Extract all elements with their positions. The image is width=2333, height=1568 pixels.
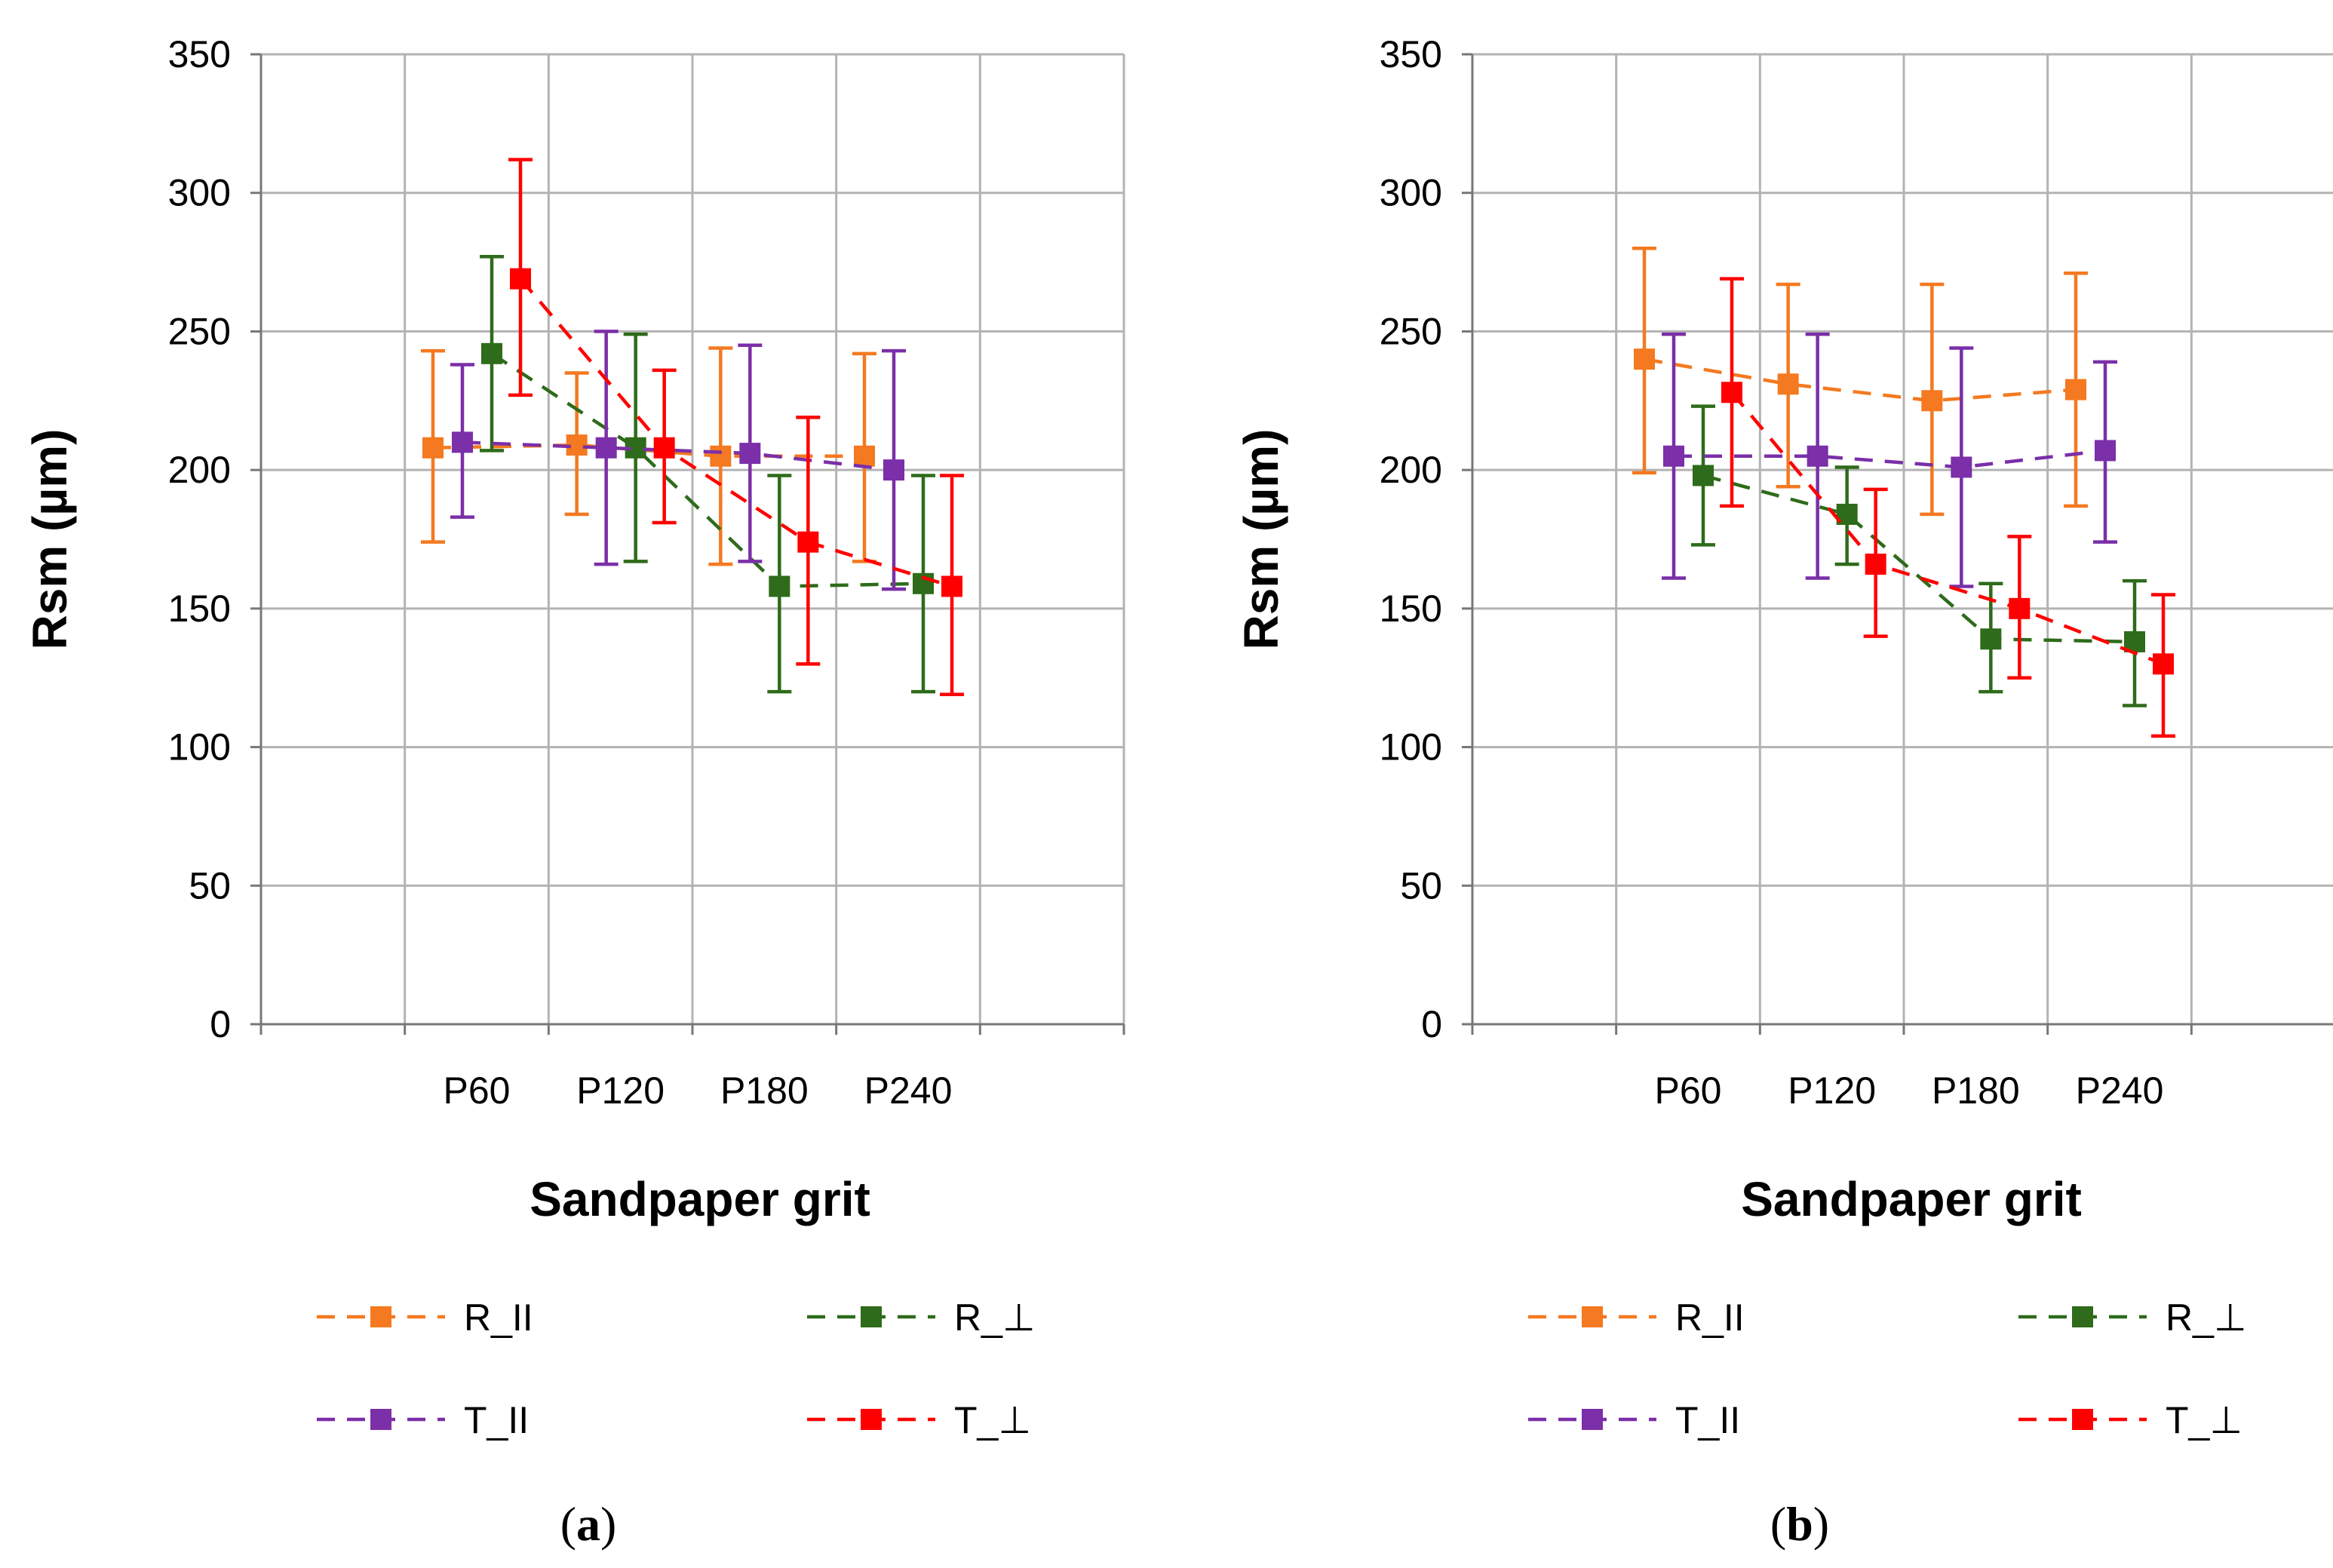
y-tick-label: 0	[1421, 1003, 1442, 1045]
y-tick-label: 50	[1400, 864, 1442, 907]
chart-panel-b: 0 50 100 150 200 250 300 350 P60 P120 P180 P240 Sand…	[1234, 33, 2333, 1551]
series-line	[519, 278, 953, 588]
legend-swatch-marker	[2072, 1306, 2093, 1327]
legend-swatch-marker	[1582, 1409, 1603, 1430]
panel-caption-letter: a	[576, 1497, 600, 1551]
y-tick-label: 350	[168, 33, 231, 75]
y-tick-label: 250	[168, 310, 231, 352]
legend-label: R_⊥	[954, 1296, 1035, 1339]
series-line	[490, 351, 924, 588]
data-point	[854, 445, 875, 467]
data-point	[1777, 373, 1799, 395]
data-point	[883, 459, 904, 481]
y-tick-label: 300	[1380, 172, 1442, 214]
data-point	[1921, 390, 1943, 412]
data-point	[653, 437, 675, 459]
data-point	[2153, 653, 2174, 675]
y-tick-label: 350	[1380, 33, 1442, 75]
data-point	[739, 443, 761, 465]
legend-label: T_II	[464, 1399, 529, 1441]
data-point	[595, 437, 617, 459]
data-point	[769, 575, 790, 597]
data-point	[2095, 440, 2116, 462]
y-tick-label: 100	[1380, 726, 1442, 769]
series-line	[1702, 474, 2135, 644]
legend-swatch-marker	[861, 1409, 882, 1430]
data-point	[481, 342, 502, 364]
legend-swatch-marker	[370, 1306, 391, 1327]
x-tick-label: P60	[1655, 1069, 1722, 1112]
panel-caption-close: )	[600, 1497, 616, 1551]
y-tick-label: 150	[168, 588, 231, 630]
data-point	[1693, 465, 1714, 486]
legend-swatch-marker	[1582, 1306, 1603, 1327]
legend-label: T_II	[1675, 1399, 1740, 1441]
legend-label: R_II	[1675, 1296, 1745, 1339]
x-tick-label: P240	[864, 1069, 953, 1112]
x-tick-label: P180	[1932, 1069, 2020, 1112]
data-point	[1807, 445, 1828, 467]
legend-label: R_⊥	[2166, 1296, 2246, 1339]
data-point	[797, 531, 819, 553]
data-point	[1951, 456, 1972, 478]
panel-caption: (a)	[560, 1497, 617, 1551]
legend-swatch-marker	[861, 1306, 882, 1327]
y-axis-title: Rsm (µm)	[23, 429, 77, 650]
data-point	[1865, 554, 1886, 575]
series-line	[1674, 449, 2106, 469]
panel-caption: (b)	[1770, 1497, 1829, 1551]
data-point	[1663, 445, 1684, 467]
y-tick-label: 250	[1380, 310, 1442, 352]
x-tick-label: P120	[1788, 1069, 1876, 1112]
x-tick-label: P240	[2076, 1069, 2164, 1112]
data-point	[941, 575, 962, 597]
chart-panel-a: 0 50 100 150 200 250 300 350 P60 P120 P180 P240 Sand…	[23, 33, 1125, 1551]
panel-caption-close: )	[1813, 1497, 1829, 1551]
data-point	[2009, 597, 2031, 619]
data-point	[1980, 628, 2002, 650]
legend-label: R_II	[464, 1296, 533, 1339]
y-tick-label: 0	[210, 1003, 231, 1045]
y-axis-title: Rsm (µm)	[1234, 429, 1288, 650]
x-axis-title: Sandpaper grit	[530, 1172, 870, 1226]
y-tick-label: 100	[168, 726, 231, 769]
series-line	[1730, 391, 2164, 666]
y-tick-label: 50	[189, 864, 231, 907]
legend-label: T_⊥	[2166, 1399, 2242, 1441]
panel-caption-open: (	[560, 1497, 576, 1551]
x-tick-label: P180	[720, 1069, 809, 1112]
y-tick-label: 300	[168, 172, 231, 214]
panel-caption-open: (	[1770, 1497, 1786, 1551]
series-line	[462, 440, 895, 472]
data-point	[710, 445, 732, 467]
x-axis-title: Sandpaper grit	[1741, 1172, 2082, 1226]
y-tick-label: 150	[1380, 588, 1442, 630]
x-tick-label: P120	[576, 1069, 665, 1112]
data-point	[422, 437, 444, 459]
y-tick-label: 200	[1380, 449, 1442, 491]
data-point	[510, 268, 531, 290]
x-tick-label: P60	[444, 1069, 511, 1112]
panel-caption-letter: b	[1786, 1497, 1813, 1551]
data-point	[1634, 348, 1655, 370]
y-tick-label: 200	[168, 449, 231, 491]
data-point	[2065, 379, 2086, 400]
legend-swatch-marker	[370, 1409, 391, 1430]
legend-label: T_⊥	[954, 1399, 1031, 1441]
data-point	[1721, 382, 1742, 404]
series-line	[1644, 357, 2077, 403]
data-point	[452, 431, 473, 453]
legend-swatch-marker	[2072, 1409, 2093, 1430]
